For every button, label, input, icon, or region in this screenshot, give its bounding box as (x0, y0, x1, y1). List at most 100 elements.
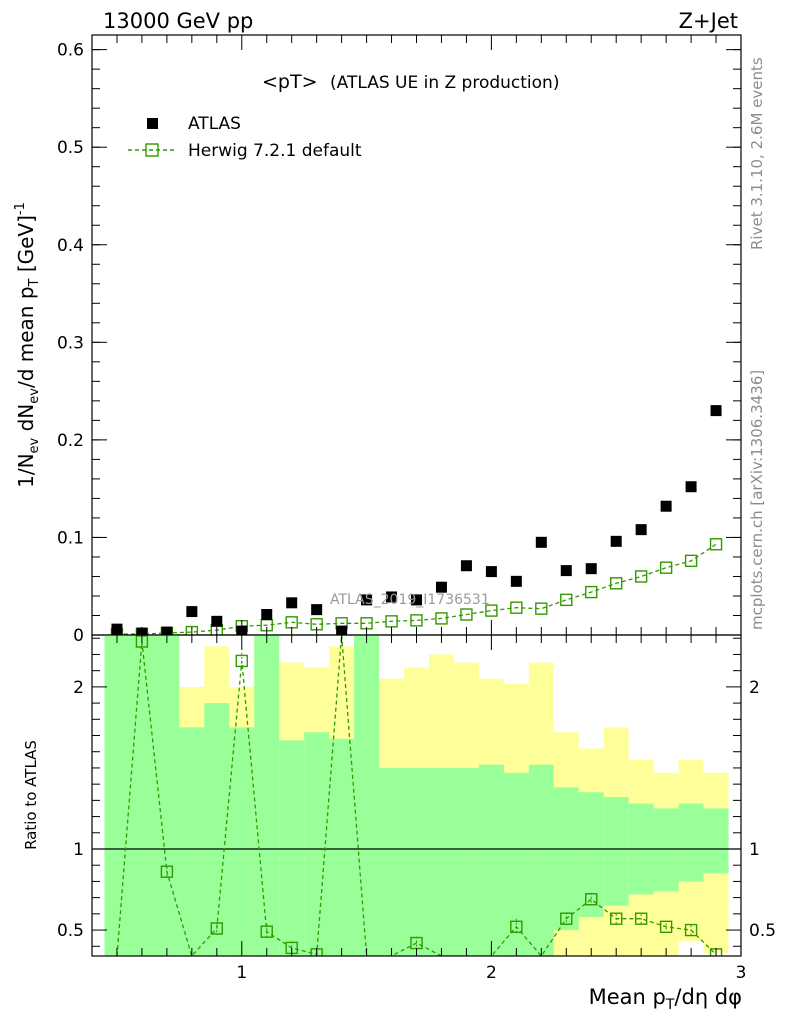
band-green (204, 703, 230, 956)
ratio-point (235, 654, 248, 668)
band-green (129, 635, 155, 956)
herwig-point (659, 561, 673, 574)
ratio-xtick-label: 2 (486, 963, 497, 983)
band-green (678, 803, 704, 882)
plot-subtitle: (ATLAS UE in Z production) (330, 73, 559, 93)
band-green (553, 787, 579, 931)
band-green (304, 732, 330, 956)
band-green (478, 764, 504, 956)
ratio-point (560, 912, 573, 925)
ratio-ylabel: Ratio to ATLAS (22, 740, 40, 850)
herwig-point (585, 585, 598, 599)
atlas-point (560, 565, 572, 577)
legend-label-herwig: Herwig 7.2.1 default (188, 141, 362, 161)
main-ytick-label: 0.3 (57, 333, 84, 353)
herwig-point (485, 604, 498, 617)
atlas-point (485, 566, 497, 578)
band-green (578, 792, 604, 918)
band-green (453, 767, 479, 956)
ratio-series-group (116, 635, 723, 956)
atlas-point (685, 481, 697, 493)
band-green (503, 772, 529, 956)
band-green (404, 767, 429, 956)
ratio-point (260, 925, 273, 938)
herwig-line (117, 543, 717, 635)
ratio-ytick-label-right: 1 (749, 840, 760, 860)
atlas-point (635, 524, 647, 536)
band-green (354, 635, 380, 956)
ratio-ytick-label: 0.5 (57, 921, 84, 941)
main-ytick-label: 0 (73, 626, 84, 646)
herwig-point (560, 593, 573, 607)
atlas-point (361, 594, 373, 606)
legend-label-atlas: ATLAS (188, 114, 241, 134)
watermark: ATLAS_2019_I1736531 (330, 592, 490, 608)
ratio-ytick-label-right: 0.5 (749, 921, 776, 941)
ratio-point (684, 923, 698, 937)
band-green (428, 767, 454, 956)
ratio-point (510, 920, 523, 934)
ratio-xlabel: Mean pT/dη dφ (589, 985, 742, 1013)
band-green (254, 635, 280, 956)
herwig-point (684, 554, 698, 568)
legend: ATLAS Herwig 7.2.1 default (128, 114, 362, 161)
atlas-point (460, 560, 472, 572)
legend-marker-herwig (145, 143, 159, 157)
band-green (379, 767, 405, 956)
herwig-point (410, 614, 423, 627)
main-ytick-label: 0.6 (57, 41, 84, 61)
main-ytick-label: 0.4 (57, 236, 84, 256)
band-green (104, 635, 130, 956)
ratio-point (634, 912, 648, 925)
herwig-point (634, 570, 648, 583)
atlas-point (411, 594, 422, 606)
side-label-mcplots: mcplots.cern.ch [arXiv:1306.3436] (748, 370, 766, 630)
band-green (653, 808, 679, 892)
ratio-point (210, 922, 224, 935)
band-green (229, 727, 255, 956)
atlas-point (186, 606, 198, 618)
ratio-ytick-label: 1 (73, 840, 84, 860)
main-ytick-label: 0.1 (57, 528, 84, 548)
ratio-point (160, 865, 174, 878)
band-green (329, 738, 355, 956)
main-panel: 0 0.1 0.2 0.3 0.4 0.5 0.6 (57, 34, 742, 646)
main-ytick-label: 0.2 (57, 431, 84, 451)
main-ylabel: 1/Nev dNev/d mean pT [GeV]-1 (13, 202, 42, 488)
atlas-point (435, 581, 447, 593)
herwig-point (185, 625, 199, 635)
plot-title: <pT> (262, 71, 318, 93)
ratio-point (659, 920, 673, 934)
herwig-point (460, 608, 473, 621)
herwig-point (709, 538, 723, 551)
ratio-xtick-label: 3 (736, 963, 747, 983)
atlas-point (585, 563, 597, 575)
herwig-point (535, 602, 548, 615)
atlas-point (610, 535, 622, 547)
main-ytick-label: 0.5 (57, 138, 84, 158)
atlas-point (710, 405, 722, 417)
band-green (603, 797, 629, 906)
atlas-point (386, 591, 398, 603)
header-left: 13000 GeV pp (103, 9, 253, 33)
atlas-point (660, 500, 672, 512)
band-green (279, 740, 305, 956)
atlas-point (535, 536, 547, 548)
band-green (528, 764, 554, 956)
atlas-point (261, 609, 273, 621)
band-green (179, 727, 205, 956)
ratio-xtick-label: 1 (236, 963, 247, 983)
header-right: Z+Jet (679, 9, 738, 33)
main-series-group (110, 405, 723, 635)
atlas-point (510, 575, 522, 587)
ratio-point (609, 912, 623, 925)
ratio-ytick-label: 2 (73, 678, 84, 698)
ratio-panel: 0.5 0.5 1 1 2 2 1 2 3 (57, 634, 776, 983)
atlas-point (311, 604, 323, 616)
atlas-point (286, 597, 298, 609)
band-green (703, 808, 729, 874)
ratio-point (585, 893, 598, 906)
herwig-point (435, 612, 448, 625)
legend-marker-atlas (147, 118, 158, 129)
